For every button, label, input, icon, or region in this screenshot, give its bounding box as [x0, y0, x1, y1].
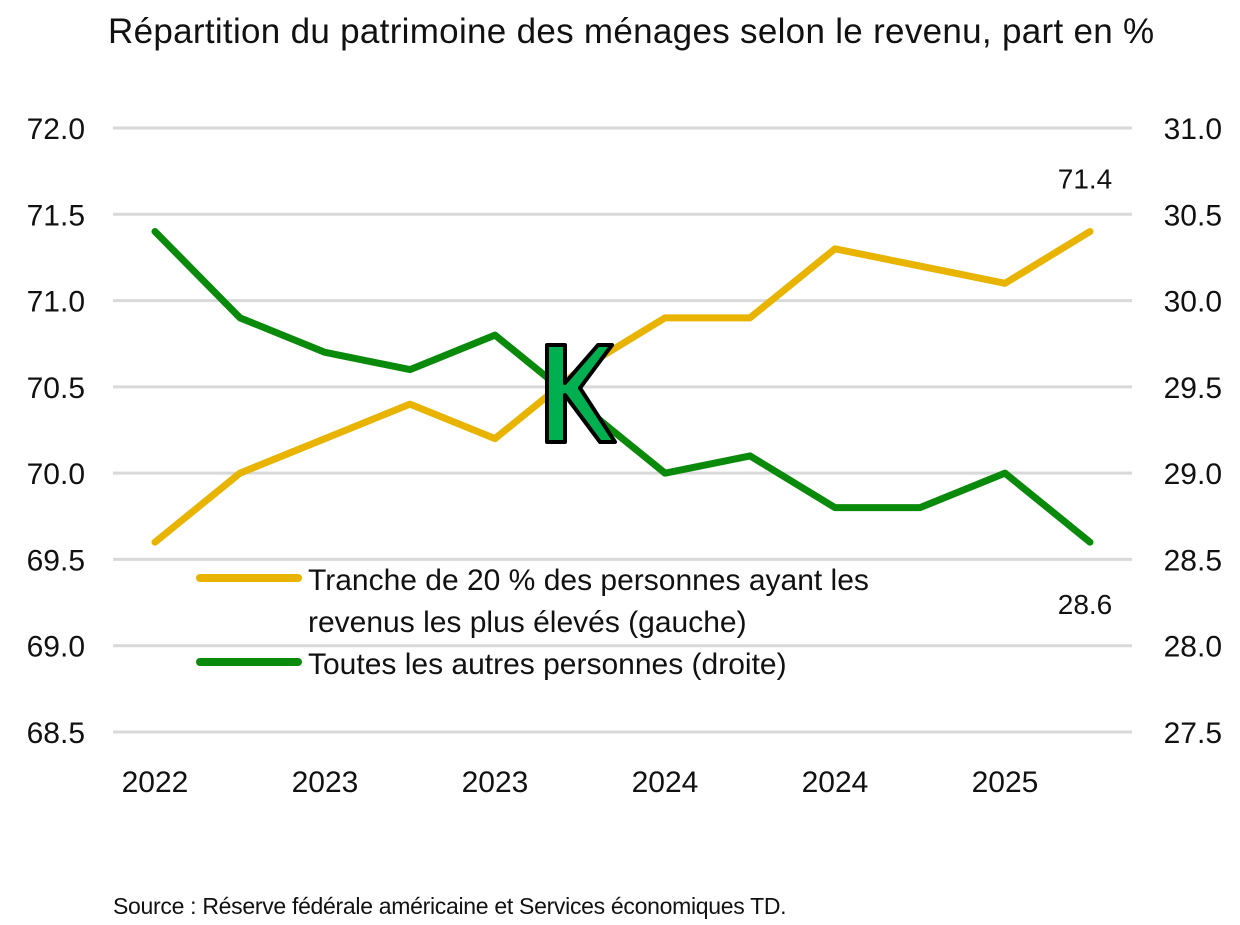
series-line-0 — [151, 228, 1094, 546]
y-left-tick-label: 70.0 — [27, 458, 85, 491]
x-tick-label: 2025 — [972, 766, 1039, 799]
y-left-tick-label: 71.0 — [27, 286, 85, 319]
y-right-tick-label: 31.0 — [1164, 113, 1222, 146]
x-tick-label: 2023 — [462, 766, 529, 799]
y-left-tick-label: 69.5 — [27, 544, 85, 577]
y-left-tick-label: 69.0 — [27, 631, 85, 664]
x-tick-label: 2022 — [122, 766, 189, 799]
x-tick-label: 2023 — [292, 766, 359, 799]
y-right-tick-label: 28.0 — [1164, 631, 1222, 664]
y-left-tick-label: 68.5 — [27, 717, 85, 750]
k-annotation-icon — [545, 343, 617, 444]
y-left-tick-label: 72.0 — [27, 113, 85, 146]
y-left-tick-label: 71.5 — [27, 199, 85, 232]
legend-label: Toutes les autres personnes (droite) — [308, 648, 787, 681]
end-value-label: 71.4 — [1058, 164, 1113, 195]
legend-label: Tranche de 20 % des personnes ayant les — [308, 564, 869, 597]
x-tick-label: 2024 — [802, 766, 869, 799]
y-right-tick-label: 29.5 — [1164, 372, 1222, 405]
y-right-tick-label: 30.0 — [1164, 286, 1222, 319]
y-right-tick-label: 28.5 — [1164, 544, 1222, 577]
chart-title: Répartition du patrimoine des ménages se… — [108, 12, 1155, 51]
legend-label: revenus les plus élevés (gauche) — [308, 606, 747, 639]
y-left-tick-label: 70.5 — [27, 372, 85, 405]
x-tick-label: 2024 — [632, 766, 699, 799]
y-right-tick-label: 29.0 — [1164, 458, 1222, 491]
y-right-tick-label: 27.5 — [1164, 717, 1222, 750]
end-value-label: 28.6 — [1058, 589, 1113, 620]
y-right-tick-label: 30.5 — [1164, 199, 1222, 232]
source-note: Source : Réserve fédérale américaine et … — [113, 893, 787, 919]
series-line-1 — [151, 228, 1094, 546]
